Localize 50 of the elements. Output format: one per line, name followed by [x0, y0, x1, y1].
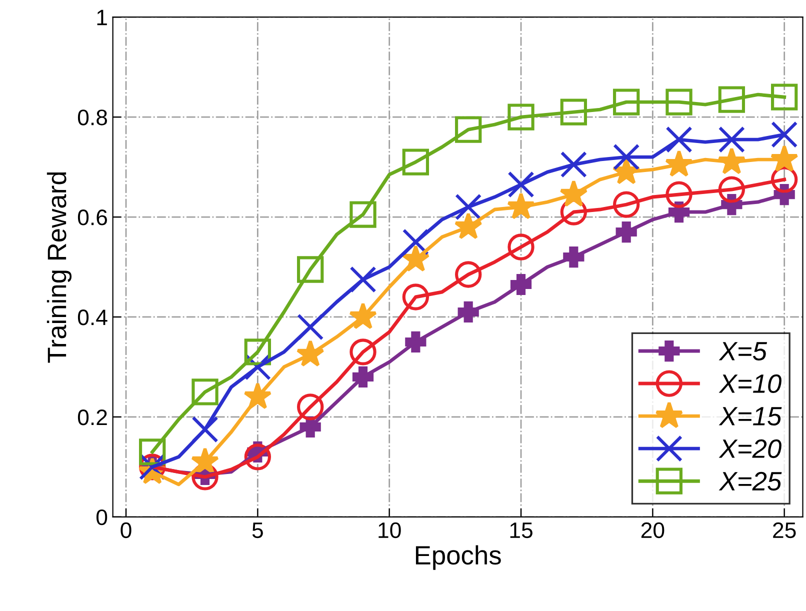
y-axis-title: Training Reward: [46, 172, 72, 363]
x-tick-label: 20: [641, 522, 664, 538]
y-tick-label: 0.6: [78, 210, 108, 226]
point: [718, 86, 746, 113]
point: [455, 116, 482, 143]
y-tick-label: 0: [96, 509, 108, 526]
point: [666, 88, 692, 116]
point: [455, 194, 482, 220]
point: [613, 88, 640, 116]
y-tick-label: 0.8: [78, 110, 108, 126]
point: [718, 126, 746, 153]
legend-label: X=15: [718, 407, 782, 426]
legend-label: X=5: [718, 342, 768, 361]
x-tick-label: 10: [378, 522, 401, 538]
point: [297, 256, 324, 283]
x-tick-label: 15: [510, 522, 532, 538]
x-tick-label: 25: [773, 522, 796, 538]
y-tick-label: 1: [97, 10, 107, 26]
y-tick-label: 0.4: [78, 310, 108, 326]
x-tick-label: 0: [120, 522, 132, 538]
point: [455, 261, 482, 288]
legend-label: X=25: [718, 472, 782, 491]
point: [402, 228, 430, 256]
legend-label: X=20: [718, 439, 782, 458]
point: [508, 104, 534, 130]
point: [613, 191, 640, 218]
x-axis-title: Epochs: [416, 545, 501, 570]
point: [666, 181, 692, 208]
point: [192, 378, 218, 406]
legend-label: X=10: [718, 374, 782, 394]
point: [297, 394, 324, 420]
point: [560, 98, 588, 126]
point: [350, 266, 376, 293]
y-tick-label: 0.2: [78, 409, 107, 426]
point: [613, 144, 640, 170]
point: [244, 444, 272, 470]
point: [297, 314, 324, 340]
point: [666, 126, 692, 153]
point: [192, 416, 218, 443]
point: [560, 151, 588, 178]
point: [402, 148, 430, 176]
point: [771, 84, 798, 110]
point: [718, 176, 746, 203]
point: [350, 201, 376, 228]
point: [508, 234, 534, 260]
point: [508, 171, 534, 198]
point: [350, 338, 376, 366]
x-tick-label: 5: [252, 522, 263, 538]
point: [771, 121, 798, 148]
point: [402, 284, 430, 310]
